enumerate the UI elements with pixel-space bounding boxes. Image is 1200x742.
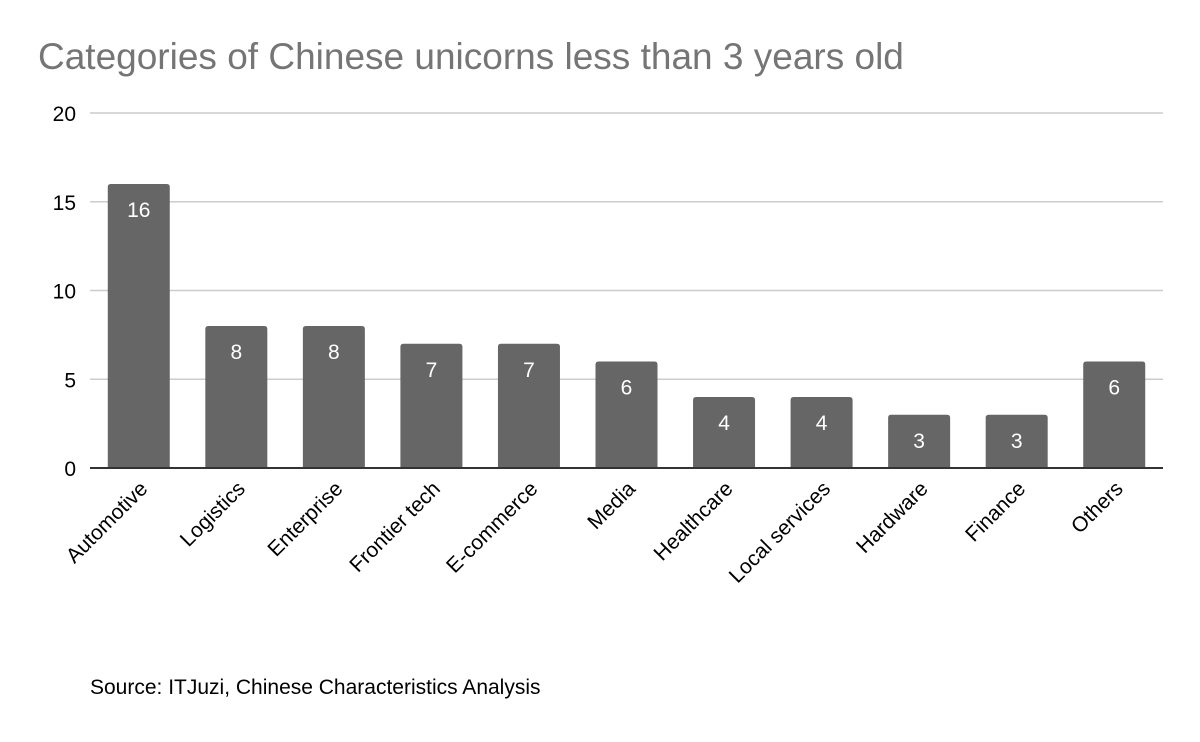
gridlines: [90, 112, 1163, 380]
y-axis-ticks: 0 5 10 15 20: [53, 103, 76, 481]
data-label: 8: [328, 341, 340, 364]
chart-title: Categories of Chinese unicorns less than…: [38, 36, 904, 77]
x-tick-label: Finance: [961, 477, 1030, 546]
bar: [107, 184, 170, 468]
bar: [400, 343, 463, 468]
x-tick-label: Local services: [725, 477, 835, 587]
data-label: 6: [621, 377, 633, 400]
bar: [790, 397, 853, 468]
bar: [205, 326, 268, 468]
data-label: 4: [718, 412, 730, 435]
bar: [888, 414, 951, 468]
x-tick-label: Media: [583, 477, 640, 534]
data-label: 7: [523, 359, 535, 382]
y-tick-label: 20: [53, 103, 76, 126]
bar: [693, 397, 756, 468]
data-label: 3: [913, 430, 925, 453]
data-label: 6: [1108, 377, 1120, 400]
data-label: 7: [426, 359, 438, 382]
x-tick-label: Frontier tech: [345, 477, 445, 577]
x-tick-label: Logistics: [176, 477, 250, 551]
data-label: 4: [816, 412, 828, 435]
bar: [1083, 361, 1146, 468]
source-note: Source: ITJuzi, Chinese Characteristics …: [90, 676, 541, 699]
data-label: 8: [230, 341, 242, 364]
x-tick-label: Others: [1067, 477, 1128, 538]
bar: [302, 326, 365, 468]
y-tick-label: 0: [64, 458, 76, 481]
y-tick-label: 15: [53, 192, 76, 215]
x-tick-label: E-commerce: [442, 477, 542, 577]
bars: [107, 184, 1146, 468]
y-tick-label: 5: [64, 369, 76, 392]
bar: [595, 361, 658, 468]
bar: [985, 414, 1048, 468]
x-tick-label: Hardware: [852, 477, 933, 558]
bar: [497, 343, 560, 468]
x-tick-label: Automotive: [62, 477, 153, 568]
data-labels: 16 8 8 7 7 6 4 4 3 3 6: [127, 199, 1120, 453]
x-tick-label: Healthcare: [650, 477, 738, 565]
data-label: 16: [127, 199, 150, 222]
y-tick-label: 10: [53, 281, 76, 304]
data-label: 3: [1011, 430, 1023, 453]
x-tick-label: Enterprise: [263, 477, 347, 561]
